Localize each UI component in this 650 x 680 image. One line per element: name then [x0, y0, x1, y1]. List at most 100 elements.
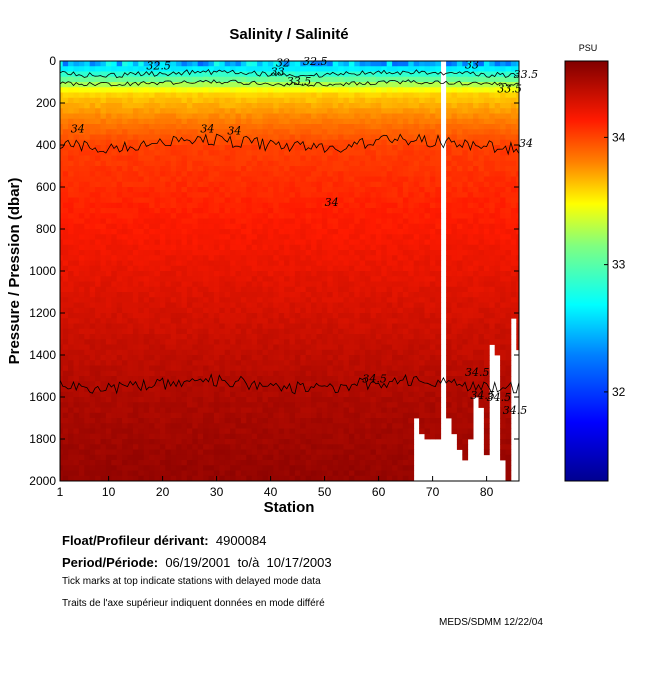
salinity-cell [186, 202, 193, 209]
salinity-cell [165, 334, 172, 340]
salinity-cell [273, 197, 280, 204]
salinity-cell [213, 402, 220, 408]
salinity-cell [192, 113, 199, 120]
salinity-cell [251, 260, 258, 267]
salinity-cell [348, 444, 355, 450]
salinity-cell [122, 244, 128, 251]
salinity-cell [165, 118, 172, 125]
salinity-cell [78, 260, 85, 267]
salinity-cell [359, 313, 366, 319]
salinity-cell [321, 244, 328, 251]
salinity-cell [213, 202, 220, 209]
salinity-cell [354, 234, 361, 240]
salinity-cell [246, 297, 253, 303]
salinity-cell [208, 139, 215, 146]
salinity-cell [316, 118, 323, 125]
salinity-cell [149, 292, 155, 298]
salinity-cell [143, 66, 150, 72]
salinity-cell [386, 208, 393, 214]
salinity-cell [116, 187, 123, 193]
salinity-cell [219, 124, 226, 130]
salinity-cell [262, 239, 269, 246]
salinity-cell [62, 271, 69, 277]
salinity-cell [213, 313, 220, 319]
salinity-cell [273, 160, 280, 167]
salinity-cell [284, 71, 290, 78]
salinity-cell [289, 134, 296, 141]
salinity-cell [105, 376, 112, 382]
salinity-cell [311, 218, 317, 225]
salinity-cell [284, 386, 290, 393]
salinity-cell [149, 134, 155, 141]
salinity-cell [294, 313, 301, 319]
salinity-cell [251, 213, 258, 219]
salinity-cell [127, 355, 134, 361]
salinity-cell [246, 87, 253, 93]
salinity-cell [111, 176, 118, 183]
salinity-cell [213, 61, 220, 67]
salinity-cell [159, 82, 166, 88]
salinity-cell [159, 92, 166, 99]
salinity-cell [89, 145, 96, 151]
salinity-cell [386, 318, 393, 324]
salinity-cell [375, 197, 382, 204]
salinity-cell [273, 339, 280, 345]
salinity-cell [289, 118, 296, 125]
salinity-cell [370, 244, 377, 251]
salinity-cell [278, 418, 285, 424]
salinity-cell [68, 391, 74, 398]
salinity-cell [354, 145, 361, 151]
salinity-cell [359, 386, 366, 393]
salinity-cell [370, 454, 377, 461]
salinity-cell [73, 134, 80, 141]
salinity-cell [246, 171, 253, 177]
salinity-cell [343, 412, 350, 419]
salinity-cell [278, 66, 285, 72]
salinity-cell [181, 465, 188, 471]
salinity-cell [240, 418, 247, 424]
salinity-cell [381, 418, 388, 424]
salinity-cell [321, 318, 328, 324]
salinity-cell [230, 171, 236, 177]
salinity-cell [154, 218, 161, 225]
salinity-cell [267, 66, 274, 72]
salinity-cell [230, 470, 236, 477]
salinity-cell [246, 61, 253, 67]
salinity-cell [343, 87, 350, 93]
salinity-cell [116, 197, 123, 204]
salinity-cell [84, 97, 91, 104]
salinity-cell [84, 454, 91, 461]
salinity-cell [365, 145, 371, 151]
salinity-cell [138, 460, 145, 466]
salinity-cell [348, 297, 355, 303]
salinity-cell [327, 349, 334, 356]
salinity-cell [230, 355, 236, 361]
salinity-cell [192, 292, 199, 298]
salinity-cell [62, 360, 69, 366]
salinity-cell [62, 160, 69, 167]
salinity-cell [257, 150, 263, 156]
salinity-cell [262, 281, 269, 288]
salinity-cell [262, 218, 269, 225]
salinity-cell [111, 229, 118, 235]
salinity-cell [273, 260, 280, 267]
salinity-cell [381, 197, 388, 204]
salinity-cell [386, 92, 393, 99]
salinity-cell [235, 61, 242, 67]
salinity-cell [176, 281, 182, 288]
salinity-cell [230, 376, 236, 382]
salinity-cell [68, 171, 74, 177]
salinity-cell [138, 255, 145, 261]
salinity-cell [348, 475, 355, 481]
salinity-cell [338, 402, 344, 408]
salinity-cell [203, 234, 209, 240]
salinity-cell [267, 87, 274, 93]
salinity-cell [240, 265, 247, 272]
salinity-cell [262, 260, 269, 267]
salinity-cell [305, 134, 312, 141]
salinity-cell [213, 355, 220, 361]
salinity-cell [327, 113, 334, 120]
salinity-cell [257, 155, 263, 162]
salinity-cell [251, 176, 258, 183]
salinity-cell [170, 223, 177, 230]
